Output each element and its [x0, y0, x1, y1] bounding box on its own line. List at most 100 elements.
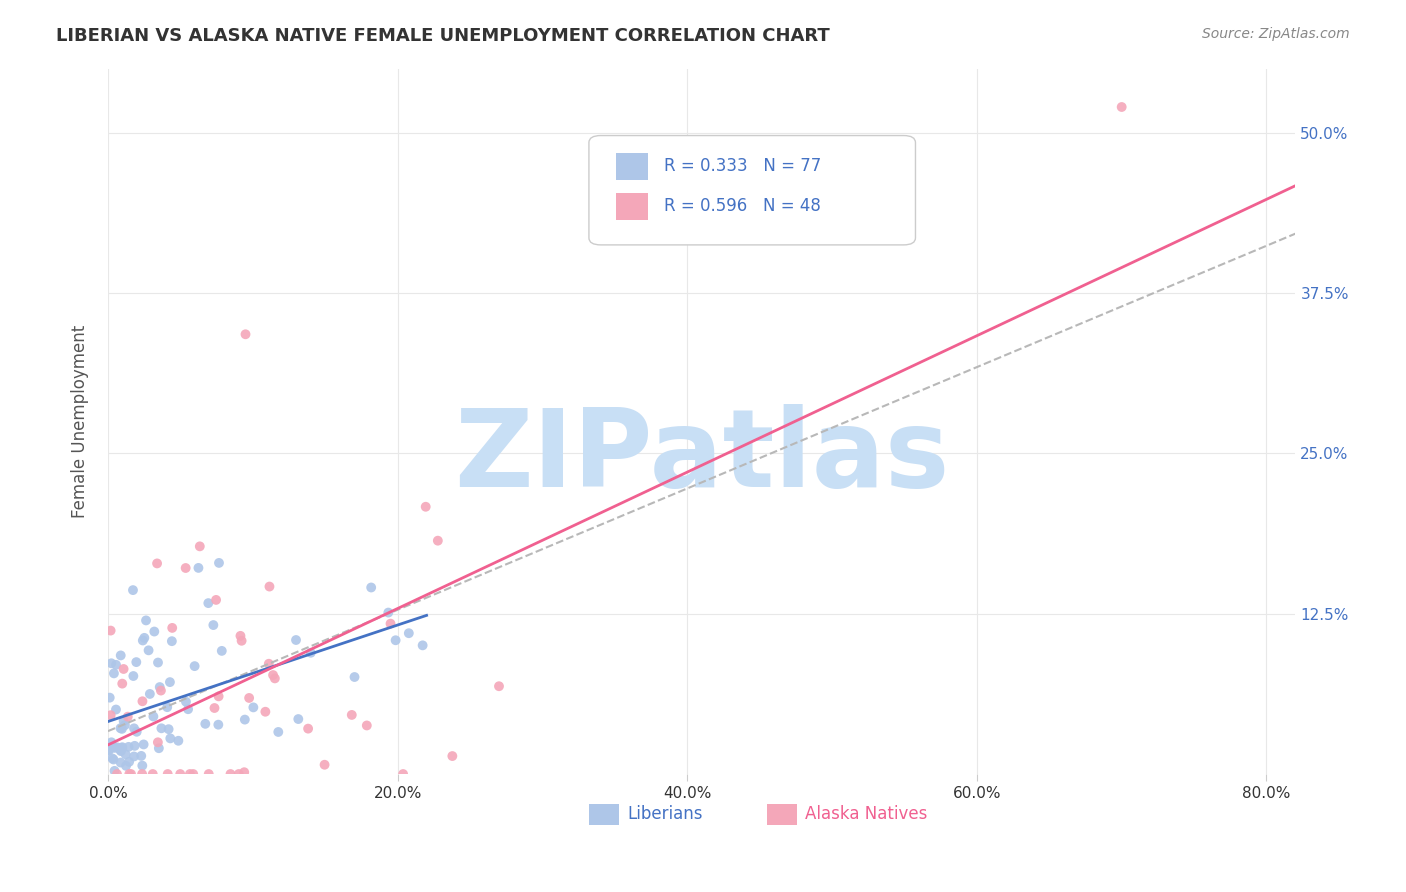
Point — [204, 701, 226, 715]
Point — [235, 327, 257, 342]
Point — [105, 657, 128, 672]
Point — [377, 606, 399, 620]
Point — [129, 748, 152, 763]
Point — [149, 683, 172, 698]
Point — [242, 700, 264, 714]
Point — [156, 767, 179, 781]
Point — [131, 767, 153, 781]
Point — [160, 621, 183, 635]
Text: Liberians: Liberians — [627, 805, 703, 823]
Point — [131, 758, 153, 772]
Point — [259, 580, 281, 594]
Point — [138, 643, 160, 657]
Point — [340, 707, 363, 722]
Point — [131, 694, 153, 708]
Point — [169, 767, 191, 781]
Point — [100, 657, 122, 671]
Point — [110, 721, 132, 735]
Point — [314, 757, 336, 772]
Point — [98, 690, 121, 705]
Point — [111, 740, 134, 755]
Point — [142, 709, 165, 723]
Point — [208, 556, 231, 570]
Point — [143, 624, 166, 639]
Point — [174, 695, 197, 709]
FancyBboxPatch shape — [589, 804, 619, 825]
Point — [97, 744, 120, 758]
Point — [104, 740, 127, 755]
Point — [181, 767, 204, 781]
Text: LIBERIAN VS ALASKA NATIVE FEMALE UNEMPLOYMENT CORRELATION CHART: LIBERIAN VS ALASKA NATIVE FEMALE UNEMPLO… — [56, 27, 830, 45]
Point — [157, 722, 180, 736]
Point — [267, 725, 290, 739]
Point — [114, 747, 136, 762]
Point — [187, 561, 209, 575]
Point — [97, 743, 120, 757]
Point — [238, 690, 260, 705]
Point — [103, 764, 125, 778]
Point — [415, 500, 437, 514]
Point — [197, 767, 219, 781]
Point — [219, 767, 242, 781]
Point — [110, 744, 132, 758]
Point — [207, 717, 229, 731]
Point — [160, 634, 183, 648]
Point — [262, 668, 284, 682]
FancyBboxPatch shape — [589, 136, 915, 245]
Point — [229, 629, 252, 643]
Text: ZIPatlas: ZIPatlas — [454, 403, 949, 509]
FancyBboxPatch shape — [616, 194, 648, 220]
Point — [100, 708, 122, 723]
Point — [100, 624, 122, 638]
Point — [139, 687, 162, 701]
Point — [177, 702, 200, 716]
Y-axis label: Female Unemployment: Female Unemployment — [72, 325, 89, 518]
Point — [412, 638, 434, 652]
Point — [297, 722, 319, 736]
Text: R = 0.596   N = 48: R = 0.596 N = 48 — [664, 197, 821, 215]
Point — [202, 618, 225, 632]
Point — [156, 700, 179, 714]
Point — [117, 739, 139, 754]
Point — [134, 631, 156, 645]
Point — [398, 626, 420, 640]
Point — [104, 702, 127, 716]
Point — [257, 657, 280, 671]
Point — [125, 724, 148, 739]
Point — [146, 557, 169, 571]
Point — [110, 743, 132, 757]
Point — [360, 581, 382, 595]
Point — [118, 755, 141, 769]
Point — [441, 749, 464, 764]
Point — [159, 731, 181, 746]
Point — [105, 767, 128, 781]
Point — [105, 740, 128, 755]
Point — [132, 633, 155, 648]
Point — [122, 749, 145, 764]
Point — [343, 670, 366, 684]
Point — [228, 767, 250, 781]
Point — [124, 739, 146, 753]
Point — [110, 648, 132, 663]
Point — [159, 675, 181, 690]
Point — [299, 646, 322, 660]
Point — [135, 614, 157, 628]
Point — [103, 752, 125, 766]
Point — [146, 735, 169, 749]
Point — [111, 722, 134, 736]
Point — [1111, 100, 1133, 114]
Point — [100, 740, 122, 755]
Point — [103, 666, 125, 681]
Point — [125, 655, 148, 669]
Point — [111, 676, 134, 690]
Point — [167, 733, 190, 747]
Point — [207, 690, 229, 704]
Point — [380, 616, 402, 631]
Point — [179, 767, 201, 781]
Point — [194, 716, 217, 731]
Point — [142, 767, 165, 781]
Point — [100, 735, 122, 749]
Point — [233, 765, 256, 780]
Point — [356, 718, 378, 732]
Point — [233, 713, 256, 727]
